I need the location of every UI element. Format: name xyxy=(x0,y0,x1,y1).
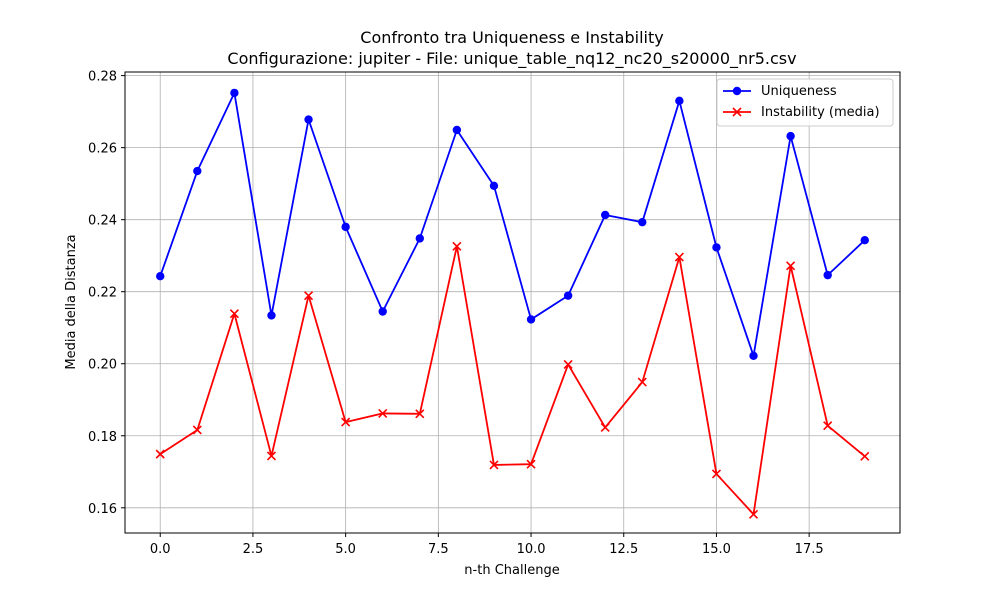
instability-media-point xyxy=(303,291,314,301)
instability-media-point xyxy=(378,408,388,418)
y-tick-label: 0.16 xyxy=(88,502,117,517)
y-tick-label: 0.18 xyxy=(88,430,117,445)
instability-media-point xyxy=(155,449,165,459)
chart-title: Confronto tra Uniqueness e Instability xyxy=(360,28,663,47)
uniqueness-point xyxy=(230,88,239,98)
legend-box xyxy=(716,78,894,127)
instability-media-point xyxy=(489,460,499,470)
uniqueness-point xyxy=(489,181,499,191)
instability-media-point xyxy=(526,459,536,469)
uniqueness-point xyxy=(452,125,462,135)
uniqueness-point xyxy=(563,291,573,300)
instability-media-point xyxy=(341,417,351,427)
instability-media-point xyxy=(415,409,425,419)
y-tick-label: 0.28 xyxy=(88,70,117,85)
chart-subtitle: Configurazione: jupiter - File: unique_t… xyxy=(227,49,796,69)
uniqueness-point xyxy=(267,311,276,320)
plot-frame xyxy=(124,71,901,534)
y-axis-label: Media della Distanza xyxy=(64,234,79,369)
legend-instability-marker xyxy=(732,107,742,117)
legend-uniqueness-label: Uniqueness xyxy=(761,84,837,99)
uniqueness-point xyxy=(601,210,610,220)
instability-media-point xyxy=(860,451,870,461)
instability-media-line xyxy=(159,245,866,516)
y-axis-ticks: 0.16 0.18 0.20 0.22 0.24 0.26 0.28 xyxy=(88,70,125,517)
uniqueness-point xyxy=(378,307,387,316)
uniqueness-point xyxy=(156,272,165,281)
uniqueness-point xyxy=(823,270,832,280)
instability-media-point xyxy=(786,261,796,271)
legend: Uniqueness Instability (media) xyxy=(716,78,894,127)
x-tick-label: 0.0 xyxy=(150,542,171,557)
uniqueness-point xyxy=(749,351,758,361)
y-tick-label: 0.22 xyxy=(88,286,117,301)
uniqueness-point xyxy=(193,166,202,176)
uniqueness-point xyxy=(341,222,350,232)
instability-media-point xyxy=(748,509,759,519)
instability-media-point xyxy=(266,451,277,461)
instability-media-point xyxy=(711,469,722,479)
x-tick-label: 12.5 xyxy=(609,542,638,557)
instability-media-point xyxy=(563,359,573,370)
uniqueness-line xyxy=(159,91,866,357)
x-tick-label: 2.5 xyxy=(243,542,264,557)
uniqueness-point xyxy=(675,96,684,106)
x-tick-label: 15.0 xyxy=(702,542,731,557)
x-tick-label: 7.5 xyxy=(428,542,449,557)
grid xyxy=(125,72,900,533)
y-tick-label: 0.20 xyxy=(88,358,117,373)
uniqueness-point xyxy=(526,315,536,324)
x-tick-label: 5.0 xyxy=(335,542,356,557)
uniqueness-point xyxy=(415,234,424,243)
instability-media-point xyxy=(674,252,684,262)
uniqueness-point xyxy=(304,115,313,124)
instability-media-point xyxy=(192,425,202,435)
plot-series xyxy=(155,88,870,519)
legend-instability-label: Instability (media) xyxy=(761,105,880,120)
instability-media-point xyxy=(600,422,610,433)
uniqueness-point xyxy=(786,131,795,141)
uniqueness-point xyxy=(712,243,721,252)
legend-uniqueness-marker xyxy=(732,86,742,96)
uniqueness-point xyxy=(638,217,647,227)
y-tick-label: 0.26 xyxy=(88,142,117,157)
x-axis-label: n-th Challenge xyxy=(464,563,559,578)
x-tick-label: 10.0 xyxy=(517,542,546,557)
instability-media-point xyxy=(452,241,462,251)
y-tick-label: 0.24 xyxy=(88,214,117,229)
uniqueness-point xyxy=(860,235,869,245)
instability-media-point xyxy=(229,309,239,319)
x-axis-ticks: 0.0 2.5 5.0 7.5 10.0 12.5 15.0 17.5 xyxy=(150,533,824,557)
x-tick-label: 17.5 xyxy=(795,542,824,557)
instability-media-point xyxy=(823,421,833,431)
instability-media-point xyxy=(637,377,647,387)
